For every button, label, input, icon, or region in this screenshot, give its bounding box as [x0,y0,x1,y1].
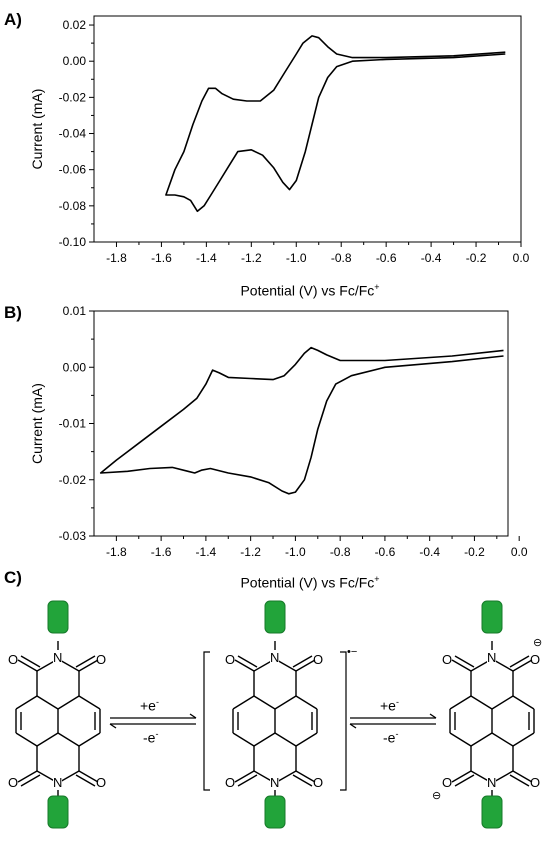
y-tick-label-b: -0.02 [59,473,87,487]
radical-anion-charge: •− [347,646,358,658]
left-bracket [203,651,210,791]
panel-a-label: A) [4,10,22,29]
y-tick-label-a: -0.10 [59,235,87,249]
atom-o-3a: O [442,652,453,667]
x-tick-label-b: -0.8 [330,545,351,559]
x-tick-label-a: -1.4 [196,251,217,265]
atom-o-2a: O [225,652,236,667]
atom-o-1b: O [96,652,107,667]
equilibrium-arrow-2 [349,713,437,729]
cv-trace-b-0 [99,346,504,495]
x-tick-label-a: -0.2 [466,251,487,265]
x-tick-label-b: -0.2 [464,545,485,559]
x-tick-label-a: -1.6 [151,251,172,265]
y-axis-label-a: Current (mA) [29,89,45,170]
x-axis-label-a: Potential (V) vs Fc/Fc+ [240,282,380,299]
x-tick-label-a: -0.8 [331,251,352,265]
panel-c-label: C) [4,568,22,587]
x-tick-label-a: -0.4 [421,251,442,265]
x-tick-label-b: -1.0 [285,545,306,559]
atom-o-2b: O [313,652,324,667]
right-bracket [340,651,347,791]
y-tick-label-a: 0.00 [63,54,87,68]
y-tick-label-b: -0.01 [59,417,87,431]
x-axis-label-b: Potential (V) vs Fc/Fc+ [240,574,380,591]
equilibrium-arrow-1 [109,713,197,729]
x-tick-label-a: -1.2 [241,251,262,265]
atom-n-top-2: N [270,650,280,665]
atom-n-top-1: N [53,650,63,665]
plot-frame-b [93,310,509,537]
x-tick-label-b: -1.8 [106,545,127,559]
atom-o-1d: O [96,775,107,790]
x-tick-label-b: 0.0 [511,545,528,559]
x-tick-label-a: -1.0 [286,251,307,265]
x-tick-label-b: -1.6 [151,545,172,559]
atom-n-top-3: N [487,650,497,665]
y-axis-label-b: Current (mA) [29,383,45,464]
x-tick-label-b: -0.6 [375,545,396,559]
y-tick-label-a: -0.08 [59,199,87,213]
arrow1-oxidation-label: -e- [143,729,159,746]
atom-n-bottom-2: N [270,775,280,790]
arrow2-reduction-label: +e- [380,697,399,714]
y-tick-label-a: 0.02 [63,18,87,32]
atom-o-1a: O [8,652,19,667]
y-tick-label-a: -0.06 [59,163,87,177]
x-tick-label-a: 0.0 [513,251,530,265]
y-tick-label-b: 0.00 [63,360,87,374]
x-tick-label-a: -1.8 [106,251,127,265]
cyclic-voltammogram-b: 0.01 0.00 -0.01 -0.02 -0.03 -1.8 -1.6 -1.4 -1.2 -… [29,304,528,559]
atom-o-1c: O [8,775,19,790]
atom-o-2c: O [225,775,236,790]
y-tick-label-a: -0.04 [59,127,87,141]
x-tick-label-a: -0.6 [376,251,397,265]
x-tick-label-b: -1.4 [196,545,217,559]
anion-charge-top: ⊖ [533,637,543,649]
panel-b-label: B) [4,303,22,322]
atom-o-2d: O [313,775,324,790]
y-tick-label-b: -0.03 [59,529,87,543]
atom-o-3d: O [530,775,541,790]
y-tick-label-a: -0.02 [59,90,87,104]
ndi-neutral-molecule [15,600,101,829]
atom-o-3b: O [530,652,541,667]
atom-n-bottom-1: N [53,775,63,790]
y-tick-label-b: 0.01 [63,304,87,318]
cv-trace-a-0 [165,35,506,213]
atom-o-3c: O [442,775,453,790]
arrow2-oxidation-label: -e- [383,729,399,746]
anion-charge-bottom: ⊖ [432,790,442,802]
cyclic-voltammogram-a: 0.02 0.00 -0.02 -0.04 -0.06 -0.08 -0.10 -1.8 -1.… [29,15,530,265]
ndi-dianion-molecule [449,600,535,829]
arrow1-reduction-label: +e- [140,697,159,714]
x-tick-label-b: -1.2 [240,545,261,559]
plot-frame-a [93,15,522,243]
ndi-radical-anion-molecule [232,600,318,829]
ndi-redox-scheme [15,600,535,829]
x-tick-label-b: -0.4 [419,545,440,559]
atom-n-bottom-3: N [487,775,497,790]
